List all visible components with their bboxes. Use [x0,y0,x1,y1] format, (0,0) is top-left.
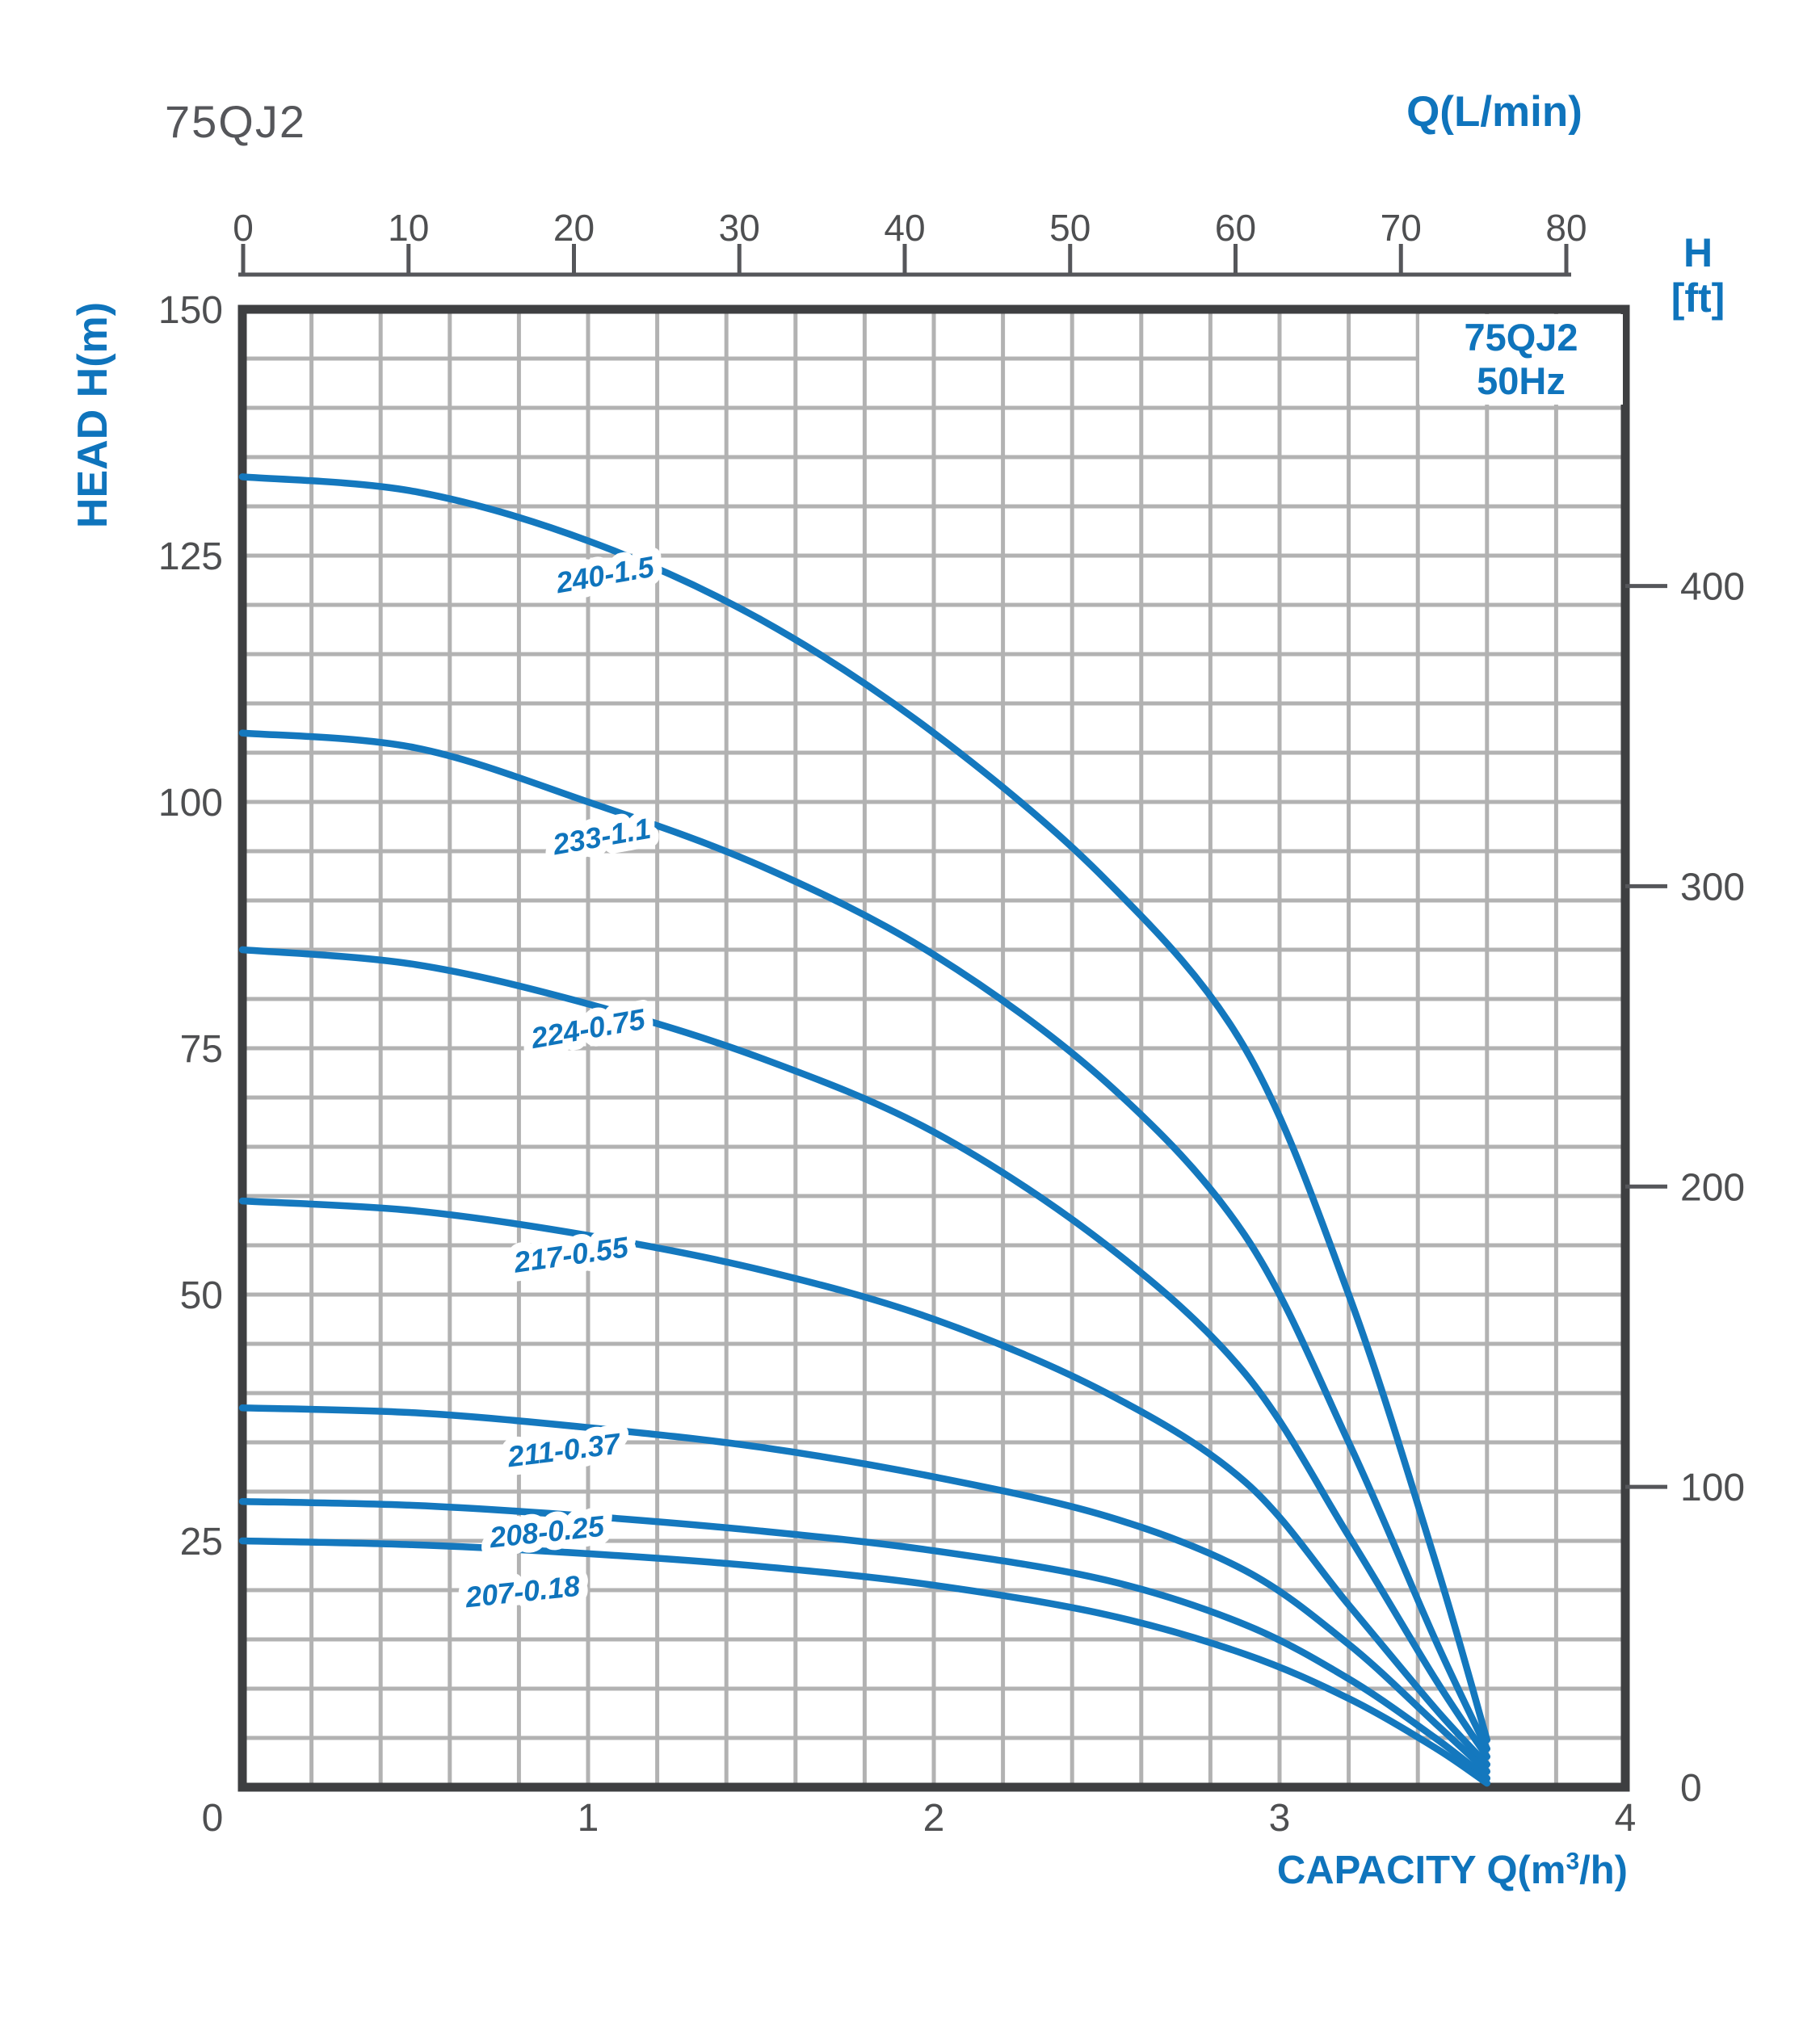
curve-label-233-1.1: 233-1.1 [549,812,653,862]
left-axis-tick-label: 125 [158,535,223,578]
top-axis-tick-label: 20 [553,207,595,249]
legend: 75QJ2 50Hz [1419,314,1623,405]
page-title: 75QJ2 [165,96,306,147]
left-axis-tick-label: 75 [180,1028,223,1071]
top-axis-tick-label: 40 [884,207,925,249]
curve-207-0.18 [238,1537,1491,1787]
legend-model: 75QJ2 [1464,315,1578,359]
curve-211-0.37 [238,1404,1491,1775]
right-axis-title-line2: [ft] [1671,275,1725,321]
origin-label: 0 [202,1797,224,1840]
bottom-axis-tick-label: 1 [578,1797,599,1840]
left-axis-tick-label: 150 [158,289,223,332]
bottom-axis-title-prefix: CAPACITY Q(m [1276,1849,1566,1892]
top-axis-tick-label: 0 [233,207,254,249]
right-axis-tick-label: 400 [1680,566,1745,609]
top-axis-tick-label: 10 [388,207,429,249]
right-axis-tick-label: 0 [1680,1767,1702,1810]
top-axis-tick-label: 50 [1049,207,1091,249]
top-axis-tick-label: 80 [1545,207,1587,249]
curve-label-217-0.55: 217-0.55 [511,1230,631,1279]
right-axis-title-line1: H [1683,230,1713,275]
left-axis-title: HEAD H(m) [69,301,116,529]
curve-208-0.25 [238,1497,1491,1782]
top-axis-title: Q(L/min) [1406,88,1582,136]
bottom-axis-tick-label: 4 [1615,1797,1637,1840]
curve-label-211-0.37: 211-0.37 [505,1426,623,1473]
curve-233-1.1 [238,729,1491,1752]
bottom-axis-tick-label: 3 [1269,1797,1291,1840]
bottom-axis-title-sup: 3 [1566,1848,1580,1875]
top-axis-tick-label: 60 [1215,207,1256,249]
top-axis-tick-label: 70 [1381,207,1422,249]
bottom-axis-tick-label: 2 [923,1797,945,1840]
plot-border [237,304,1630,1792]
left-axis-tick-label: 100 [158,782,223,825]
left-axis-tick-label: 25 [180,1521,223,1563]
right-axis-tick-label: 100 [1680,1467,1745,1509]
right-axis-title: H [ft] [1671,230,1725,321]
curve-label-207-0.18: 207-0.18 [463,1569,582,1614]
right-axis-tick-label: 200 [1680,1166,1745,1209]
bottom-axis-title-suffix: /h) [1579,1849,1628,1892]
curve-240-1.5 [238,473,1491,1744]
curve-224-0.75 [238,946,1491,1761]
bottom-axis-title: CAPACITY Q(m3/h) [1277,1848,1628,1893]
right-axis-tick-label: 300 [1680,866,1745,909]
top-axis-tick-label: 30 [719,207,760,249]
curve-217-0.55 [238,1197,1491,1769]
left-axis-tick-label: 50 [180,1274,223,1317]
legend-frequency: 50Hz [1477,359,1566,402]
